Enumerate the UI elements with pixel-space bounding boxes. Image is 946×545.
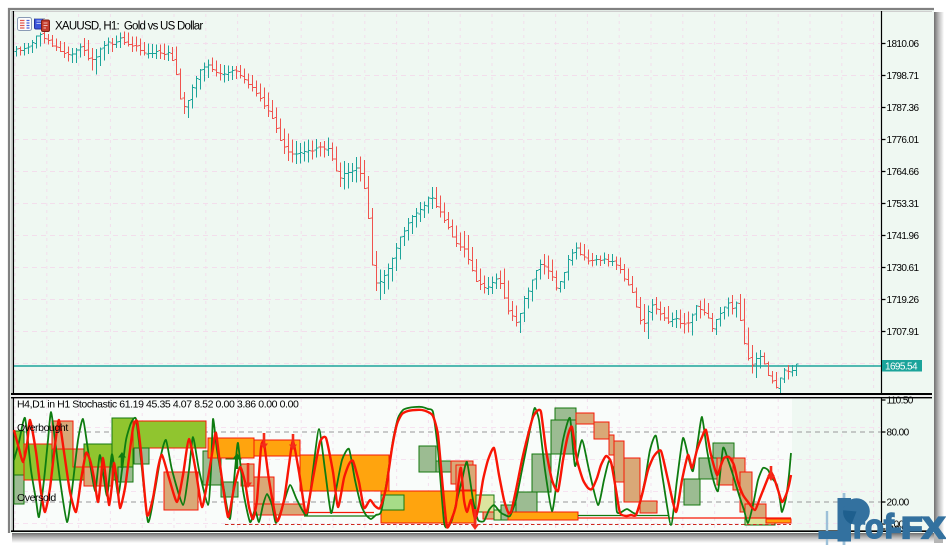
svg-text:1707.91: 1707.91 — [887, 327, 920, 338]
svg-text:80.00: 80.00 — [887, 428, 910, 439]
svg-text:rof: rof — [853, 508, 895, 545]
svg-text:110.50: 110.50 — [887, 396, 914, 407]
svg-text:1810.06: 1810.06 — [887, 39, 920, 50]
svg-text:20.00: 20.00 — [887, 498, 910, 509]
svg-text:1764.66: 1764.66 — [887, 167, 920, 178]
svg-text:1753.31: 1753.31 — [887, 199, 920, 210]
svg-text:1741.96: 1741.96 — [887, 231, 920, 242]
svg-text:1798.71: 1798.71 — [887, 71, 920, 82]
svg-text:-10.50: -10.50 — [887, 525, 913, 536]
svg-text:1730.61: 1730.61 — [887, 263, 920, 274]
svg-text:0.00: 0.00 — [887, 520, 905, 531]
svg-text:1719.26: 1719.26 — [887, 295, 920, 306]
svg-text:1695.54: 1695.54 — [885, 362, 918, 373]
svg-text:1776.01: 1776.01 — [887, 135, 920, 146]
svg-text:Overbought: Overbought — [17, 422, 68, 434]
svg-text:1787.36: 1787.36 — [887, 103, 920, 114]
svg-text:Oversold: Oversold — [17, 492, 56, 504]
svg-text:H4,D1 in H1 Stochastic 61.19 4: H4,D1 in H1 Stochastic 61.19 45.35 4.07 … — [17, 399, 299, 411]
svg-text:-FX: -FX — [890, 512, 945, 545]
svg-text:XAUUSD, H1: Gold vs US Dollar: XAUUSD, H1: Gold vs US Dollar — [55, 21, 203, 33]
